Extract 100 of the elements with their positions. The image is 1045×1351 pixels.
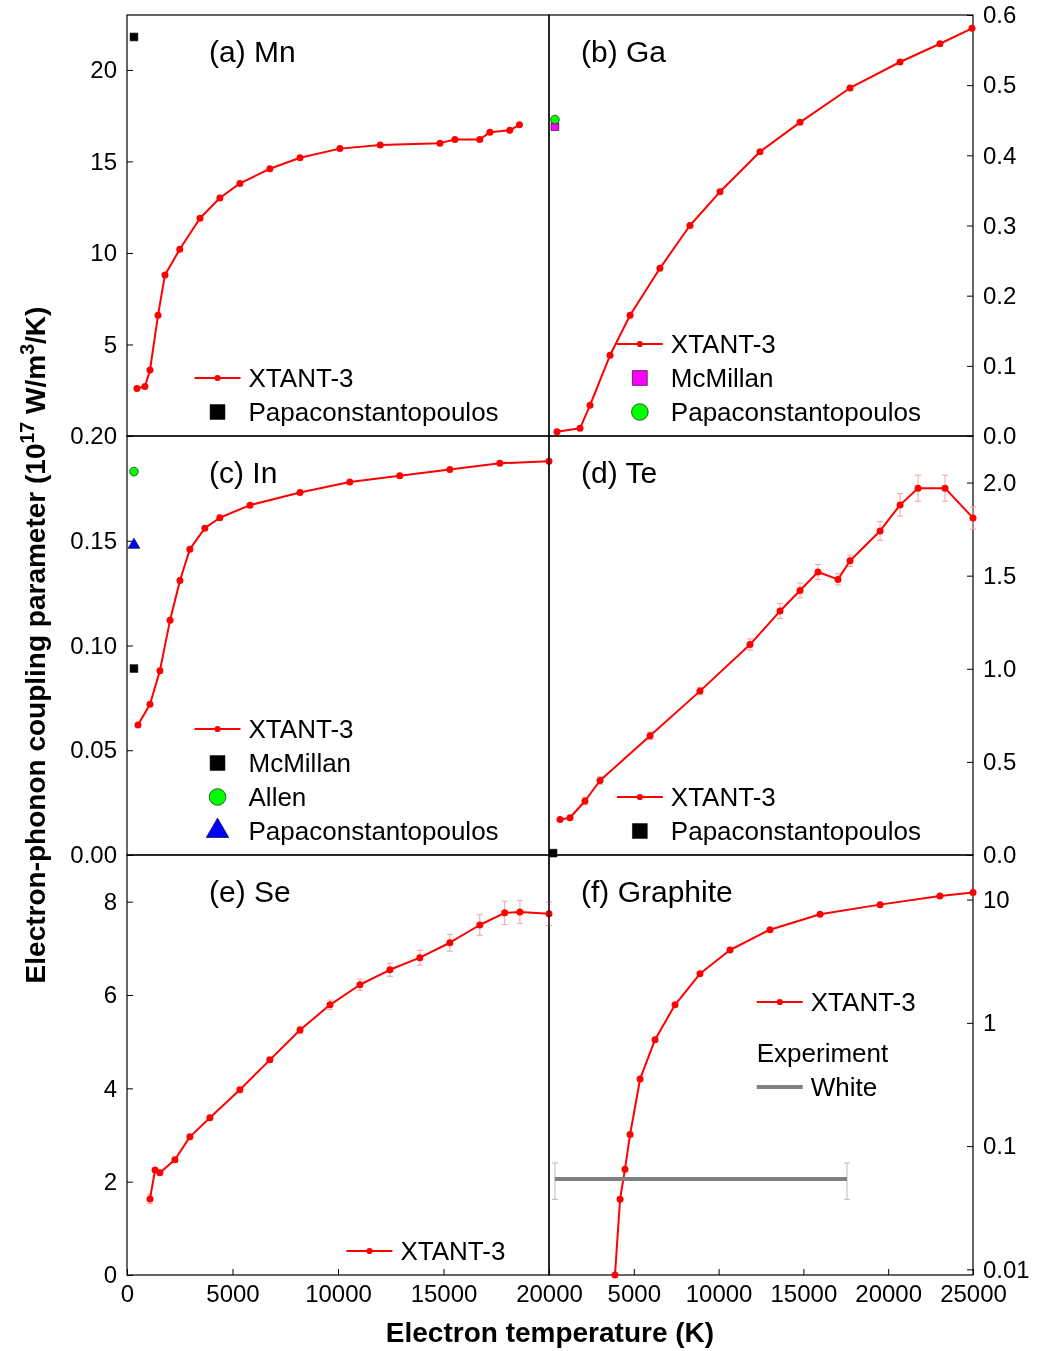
text: (f) Graphite [581, 875, 733, 908]
y-tick-label: 2.0 [983, 468, 1017, 496]
x-tick-label: 20000 [516, 1280, 583, 1308]
legend-label: Papaconstantopoulos [670, 397, 921, 427]
point [161, 271, 169, 279]
y-tick-label: 5 [103, 330, 117, 358]
point [686, 222, 694, 229]
point [941, 484, 949, 492]
point [936, 892, 944, 900]
x-tick-label: 10000 [685, 1280, 753, 1308]
legend-label: XTANT-3 [248, 714, 354, 744]
point [553, 428, 561, 436]
point [969, 889, 977, 897]
point [756, 148, 764, 156]
y-tick-label: 0.00 [70, 841, 117, 869]
point [176, 577, 184, 585]
point [216, 194, 224, 202]
x-tick-label: 15000 [770, 1280, 838, 1308]
point [133, 384, 141, 392]
y-tick-label: 0.15 [70, 526, 117, 554]
y-tick-label: 10 [983, 885, 1010, 913]
point [968, 24, 976, 32]
point [506, 126, 514, 134]
point [446, 466, 454, 474]
point [476, 921, 484, 929]
y-tick-label: 0.05 [70, 736, 117, 764]
point [486, 128, 494, 136]
point [766, 926, 774, 934]
point [201, 524, 209, 532]
x-tick-label: 15000 [410, 1280, 478, 1308]
point [216, 514, 224, 522]
y-tick-label: 0.01 [983, 1255, 1030, 1283]
point [416, 954, 424, 962]
point [516, 908, 524, 916]
point [671, 1001, 679, 1009]
point [626, 311, 634, 319]
point [566, 814, 574, 822]
point [141, 383, 149, 391]
point [156, 1169, 164, 1177]
y-tick-label: 0.1 [983, 352, 1017, 380]
legend-label: XTANT-3 [400, 1236, 506, 1266]
text: (a) Mn [209, 35, 296, 68]
point [336, 145, 344, 153]
legend-label: Papaconstantopoulos [248, 397, 499, 427]
point [146, 366, 154, 374]
y-tick-label: 15 [90, 147, 117, 175]
point [446, 939, 454, 947]
y-tick-label: 0.5 [983, 71, 1017, 99]
y-tick-label: 0.0 [983, 841, 1017, 869]
point [814, 568, 822, 576]
point [626, 1131, 634, 1139]
point [776, 607, 784, 615]
point [451, 135, 459, 143]
point [129, 32, 139, 42]
y-tick-label: 0.1 [983, 1132, 1017, 1160]
legend-label: Papaconstantopoulos [248, 816, 499, 846]
text: (c) In [209, 456, 278, 489]
point [621, 1165, 629, 1173]
text: (e) Se [209, 875, 291, 908]
y-tick-label: 2 [103, 1167, 117, 1195]
point [376, 141, 384, 149]
text: (d) Te [581, 456, 658, 489]
point [846, 84, 854, 92]
y-tick-label: 0.4 [983, 141, 1017, 169]
y-tick-label: 0 [103, 1261, 117, 1289]
point [716, 188, 724, 196]
point [127, 537, 141, 549]
point [796, 587, 804, 595]
y-tick-label: 0.2 [983, 281, 1017, 309]
point [396, 472, 404, 480]
point [696, 970, 704, 978]
point [651, 1036, 659, 1044]
legend-label: McMillan [248, 748, 352, 778]
point [134, 721, 142, 729]
point [476, 135, 484, 143]
point [129, 664, 139, 673]
point [726, 946, 734, 954]
y-tick-label: 10 [90, 239, 117, 267]
point [196, 214, 204, 222]
point [386, 966, 394, 974]
text: (b) Ga [581, 35, 667, 68]
point [146, 700, 154, 708]
x-axis-title: Electron temperature (K) [385, 1317, 715, 1348]
y-tick-label: 20 [90, 56, 117, 84]
point [346, 478, 354, 486]
legend-label: XTANT-3 [810, 987, 916, 1017]
point [156, 667, 164, 675]
point [656, 264, 664, 272]
legend-title: Experiment [756, 1038, 890, 1068]
point [236, 179, 244, 187]
point [796, 118, 804, 126]
point [876, 527, 884, 535]
y-tick-label: 0.5 [983, 748, 1017, 776]
point [816, 910, 824, 918]
legend-label: Papaconstantopoulos [670, 816, 921, 846]
point [296, 154, 304, 162]
point [576, 424, 584, 432]
x-tick-label: 5000 [206, 1280, 260, 1308]
y-tick-label: 6 [103, 981, 117, 1009]
point [515, 121, 523, 129]
